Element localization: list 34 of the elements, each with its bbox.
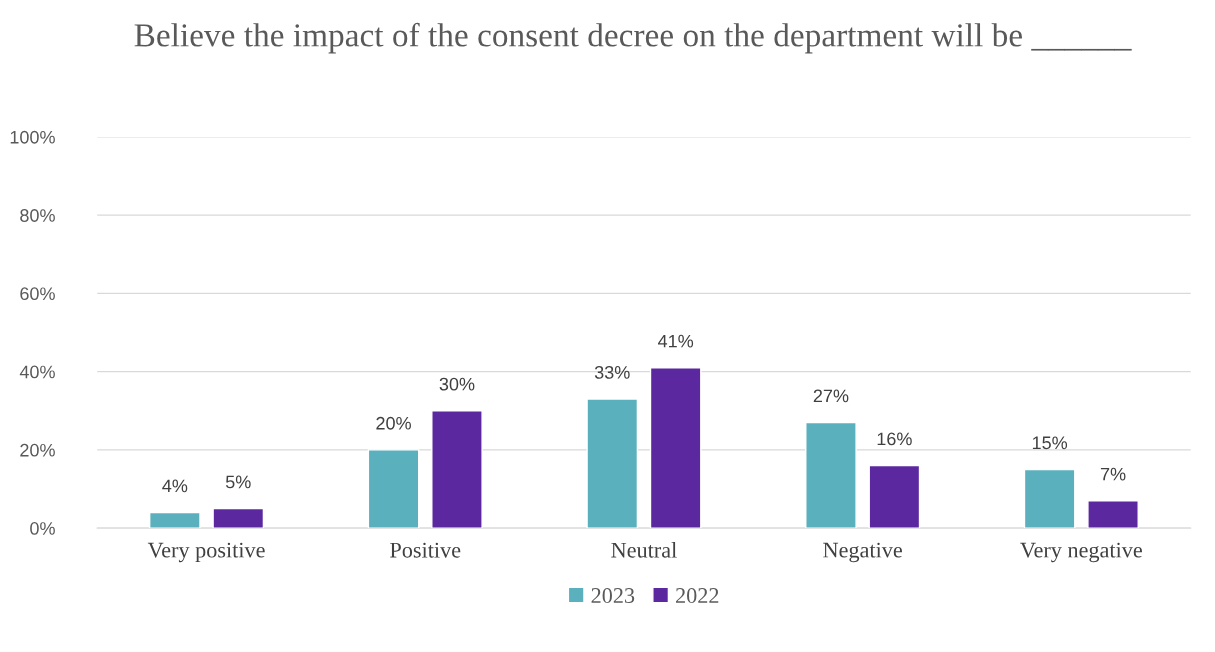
data-label: 33%: [594, 366, 630, 379]
y-tick-label: 40%: [19, 365, 55, 379]
bar: [431, 410, 483, 529]
data-label: 20%: [376, 416, 411, 430]
bar: [148, 511, 201, 529]
data-label: 30%: [439, 377, 475, 391]
y-tick-label: 60%: [20, 287, 55, 301]
chart-title: Believe the impact of the consent decree on the department will be ______: [134, 22, 1132, 54]
data-label: 16%: [877, 432, 912, 446]
bar: [1087, 500, 1139, 529]
data-label: 4%: [162, 479, 188, 493]
legend-label: 2022: [676, 588, 719, 604]
y-tick-label: 80%: [20, 209, 55, 222]
legend-label: 2023: [591, 588, 635, 604]
bar: [649, 367, 702, 529]
bar: [868, 464, 921, 529]
data-label: 5%: [225, 475, 251, 489]
y-tick-label: 20%: [20, 443, 55, 457]
x-tick-label: Negative: [823, 542, 902, 563]
bar: [805, 421, 857, 529]
y-tick-label: 100%: [10, 130, 55, 144]
data-label: 7%: [1100, 467, 1126, 481]
data-label: 27%: [813, 389, 849, 403]
bar: [586, 398, 639, 529]
bar: [367, 449, 420, 529]
bar: [212, 507, 265, 529]
y-tick-label: 0%: [30, 522, 55, 535]
x-tick-label: Neutral: [611, 542, 677, 558]
x-tick-label: Very negative: [1020, 542, 1142, 563]
data-label: 41%: [658, 334, 694, 348]
bar: [1023, 468, 1076, 529]
x-tick-label: Positive: [390, 542, 461, 558]
x-tick-label: Very positive: [147, 542, 265, 563]
data-label: 15%: [1032, 436, 1068, 450]
